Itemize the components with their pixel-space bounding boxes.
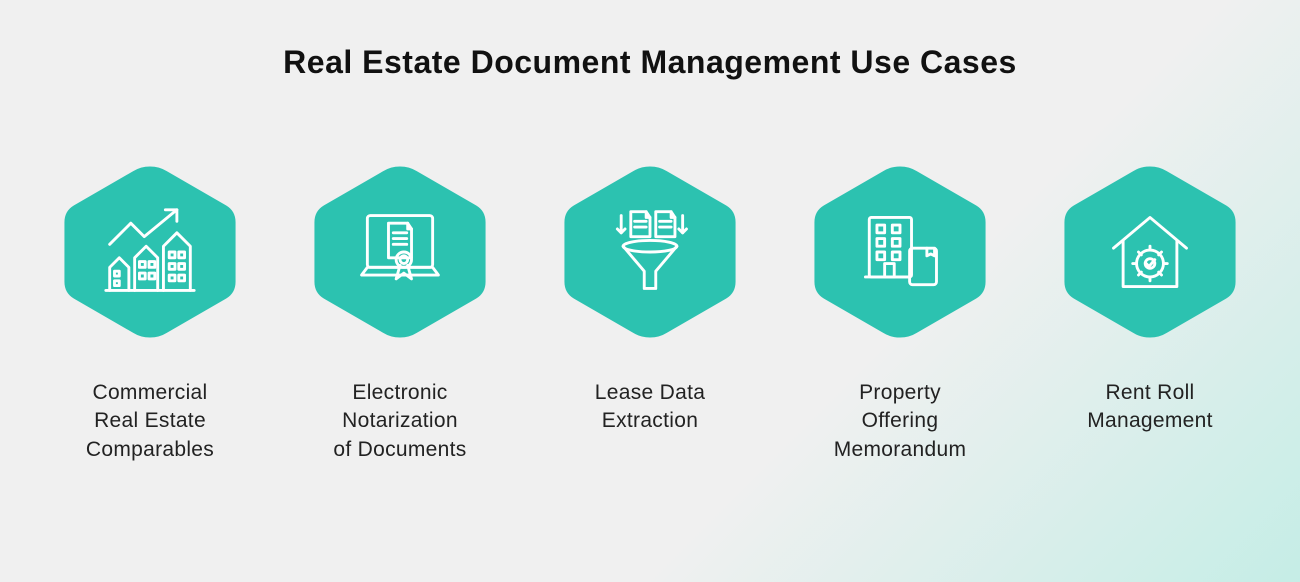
card-lease: Lease Data Extraction [550, 159, 750, 464]
hexagon [57, 159, 243, 345]
laptop-certificate-icon [352, 204, 448, 300]
card-label: Electronic Notarization of Documents [333, 379, 466, 464]
documents-funnel-icon [602, 204, 698, 300]
hexagon [307, 159, 493, 345]
card-comparables: Commercial Real Estate Comparables [50, 159, 250, 464]
buildings-growth-icon [102, 204, 198, 300]
card-row: Commercial Real Estate Comparables [0, 159, 1300, 464]
card-offering: Property Offering Memorandum [800, 159, 1000, 464]
infographic-content: Real Estate Document Management Use Case… [0, 0, 1300, 582]
house-gear-icon [1102, 204, 1198, 300]
card-label: Property Offering Memorandum [834, 379, 967, 464]
page-title: Real Estate Document Management Use Case… [283, 44, 1017, 81]
card-label: Commercial Real Estate Comparables [86, 379, 214, 464]
card-rentroll: Rent Roll Management [1050, 159, 1250, 464]
building-document-icon [852, 204, 948, 300]
hexagon [1057, 159, 1243, 345]
card-notarization: Electronic Notarization of Documents [300, 159, 500, 464]
hexagon [557, 159, 743, 345]
card-label: Rent Roll Management [1087, 379, 1213, 436]
card-label: Lease Data Extraction [595, 379, 705, 436]
hexagon [807, 159, 993, 345]
